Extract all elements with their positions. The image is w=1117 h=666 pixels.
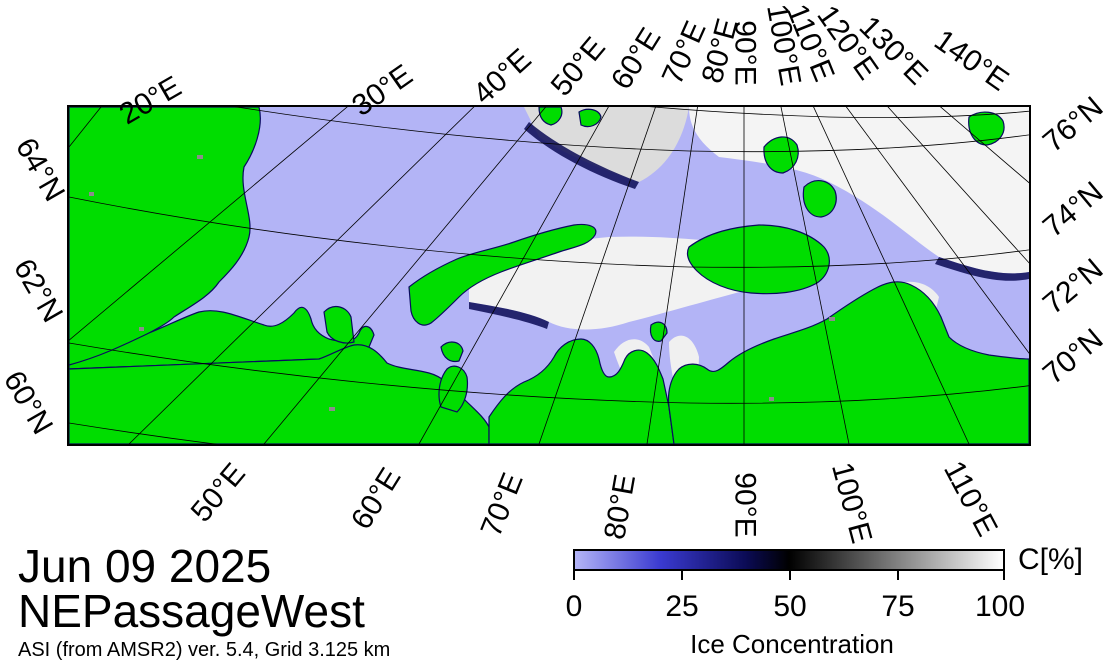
- ice-edge-layer: [469, 122, 1029, 329]
- graticule-parallel-70n: [649, 107, 1029, 118]
- land-pechora-yamal-west: [438, 365, 469, 413]
- graticule-parallel-62n: [69, 342, 1029, 404]
- land-yamal-gydan: [488, 338, 675, 444]
- lon-label-bottom-110e: 110°E: [937, 455, 1004, 542]
- ice-edge-laptev: [935, 257, 1029, 281]
- graticule: [69, 107, 1029, 444]
- colorbar-tick-75: 75: [881, 590, 915, 623]
- graticule-meridian-130e: [887, 107, 1029, 264]
- colorbar-tickmark: [897, 571, 899, 580]
- lon-label-top-140e: 140°E: [928, 23, 1015, 98]
- ice-edge-barents: [524, 122, 639, 189]
- graticule-meridian-80e: [646, 107, 698, 444]
- land-severnaya-zemlya-2: [802, 180, 837, 218]
- missing-data-patch: [329, 407, 335, 411]
- colorbar-tick-50: 50: [773, 590, 807, 623]
- land-vaygach: [440, 341, 464, 363]
- lon-label-bottom-90e: 90°E: [728, 472, 762, 538]
- land-layer: [69, 107, 1029, 444]
- sea-ice-barents-north: [524, 107, 689, 182]
- lat-label-right-70n: 70°N: [1036, 322, 1110, 391]
- missing-data-patch: [829, 317, 835, 321]
- graticule-meridian-70e: [538, 107, 656, 444]
- colorbar-tickmark: [1003, 571, 1005, 580]
- lon-label-top-60e: 60°E: [604, 22, 668, 96]
- lon-label-bottom-60e: 60°E: [344, 462, 408, 536]
- colorbar-tick-25: 25: [665, 590, 699, 623]
- graticule-parallel-64n: [69, 196, 1029, 268]
- land-taymyr-mainland: [667, 281, 1029, 444]
- lat-label-left-62n: 62°N: [6, 253, 69, 329]
- colorbar: [573, 549, 1005, 571]
- colorbar-tick-100: 100: [974, 590, 1026, 623]
- lat-label-right-74n: 74°N: [1036, 175, 1110, 244]
- missing-data-patch: [139, 327, 144, 331]
- colorbar-unit: C[%]: [1018, 543, 1084, 576]
- lat-label-right-76n: 76°N: [1036, 90, 1110, 159]
- land-kola-peninsula: [69, 306, 375, 370]
- lon-label-top-90e: 90°E: [728, 20, 762, 86]
- ice-edge-kara: [469, 302, 549, 329]
- graticule-meridian-110e: [813, 107, 970, 444]
- source-note: ASI (from AMSR2) ver. 5.4, Grid 3.125 km: [18, 639, 391, 661]
- graticule-meridian-140e: [940, 107, 1029, 184]
- graticule-meridian-20e: [69, 107, 102, 148]
- colorbar-title: Ice Concentration: [690, 629, 894, 659]
- land-kanin-timan: [323, 305, 355, 344]
- graticule-meridian-30e: [69, 107, 348, 341]
- lon-label-bottom-50e: 50°E: [184, 457, 252, 529]
- land-novaya-zemlya: [408, 223, 597, 326]
- colorbar-tickmark: [681, 571, 683, 580]
- lat-label-left-60n: 60°N: [0, 365, 59, 441]
- missing-data-layer: [89, 155, 835, 411]
- colorbar-tickmark: [789, 571, 791, 580]
- graticule-parallel-72n: [234, 107, 1029, 153]
- lat-label-left-64n: 64°N: [8, 132, 71, 208]
- lon-label-bottom-100e: 100°E: [824, 458, 879, 547]
- land-severnaya-zemlya-1: [763, 136, 799, 174]
- graticule-meridian-40e: [128, 107, 475, 444]
- lon-label-top-50e: 50°E: [544, 31, 612, 103]
- land-taymyr-north: [686, 224, 830, 295]
- sea-ice-map: [67, 105, 1031, 446]
- region-title: NEPassageWest: [18, 585, 365, 637]
- graticule-meridian-50e: [263, 107, 547, 444]
- missing-data-patch: [89, 192, 94, 196]
- lon-label-top-40e: 40°E: [467, 42, 538, 111]
- colorbar-tickmark: [573, 571, 575, 580]
- lat-label-right-72n: 72°N: [1036, 252, 1110, 321]
- graticule-meridian-100e: [780, 107, 850, 444]
- graticule-meridian-120e: [845, 107, 1029, 354]
- map-canvas: [69, 107, 1029, 444]
- land-franz-josef-1: [538, 107, 563, 126]
- land-franz-josef-2: [578, 108, 602, 128]
- graticule-meridian-60e: [418, 107, 609, 444]
- missing-data-patch: [197, 155, 203, 159]
- lon-label-bottom-80e: 80°E: [598, 471, 643, 542]
- land-new-siberian-islands: [968, 111, 1005, 146]
- missing-data-patch: [769, 397, 774, 401]
- date-title: Jun 09 2025: [18, 540, 272, 592]
- land-north-russia-west: [69, 344, 490, 444]
- colorbar-tick-0: 0: [565, 590, 583, 623]
- lon-label-bottom-70e: 70°E: [474, 468, 530, 542]
